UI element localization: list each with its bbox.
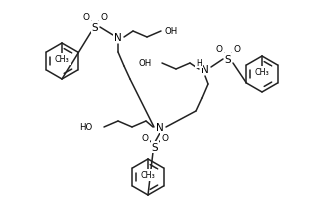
Text: N: N bbox=[201, 65, 209, 75]
Text: CH₃: CH₃ bbox=[141, 171, 156, 180]
Text: O: O bbox=[100, 13, 108, 22]
Text: O: O bbox=[161, 134, 169, 143]
Text: CH₃: CH₃ bbox=[255, 68, 269, 77]
Text: O: O bbox=[82, 13, 90, 22]
Text: S: S bbox=[92, 23, 98, 33]
Text: O: O bbox=[234, 45, 240, 54]
Text: O: O bbox=[216, 45, 222, 54]
Text: HO: HO bbox=[79, 123, 92, 132]
Text: N: N bbox=[114, 33, 122, 43]
Text: OH: OH bbox=[139, 59, 152, 68]
Text: CH₃: CH₃ bbox=[55, 55, 69, 64]
Text: H: H bbox=[196, 58, 202, 67]
Text: OH: OH bbox=[165, 27, 178, 36]
Text: S: S bbox=[225, 55, 231, 65]
Text: S: S bbox=[152, 142, 158, 152]
Text: N: N bbox=[156, 122, 164, 132]
Text: O: O bbox=[142, 134, 148, 143]
